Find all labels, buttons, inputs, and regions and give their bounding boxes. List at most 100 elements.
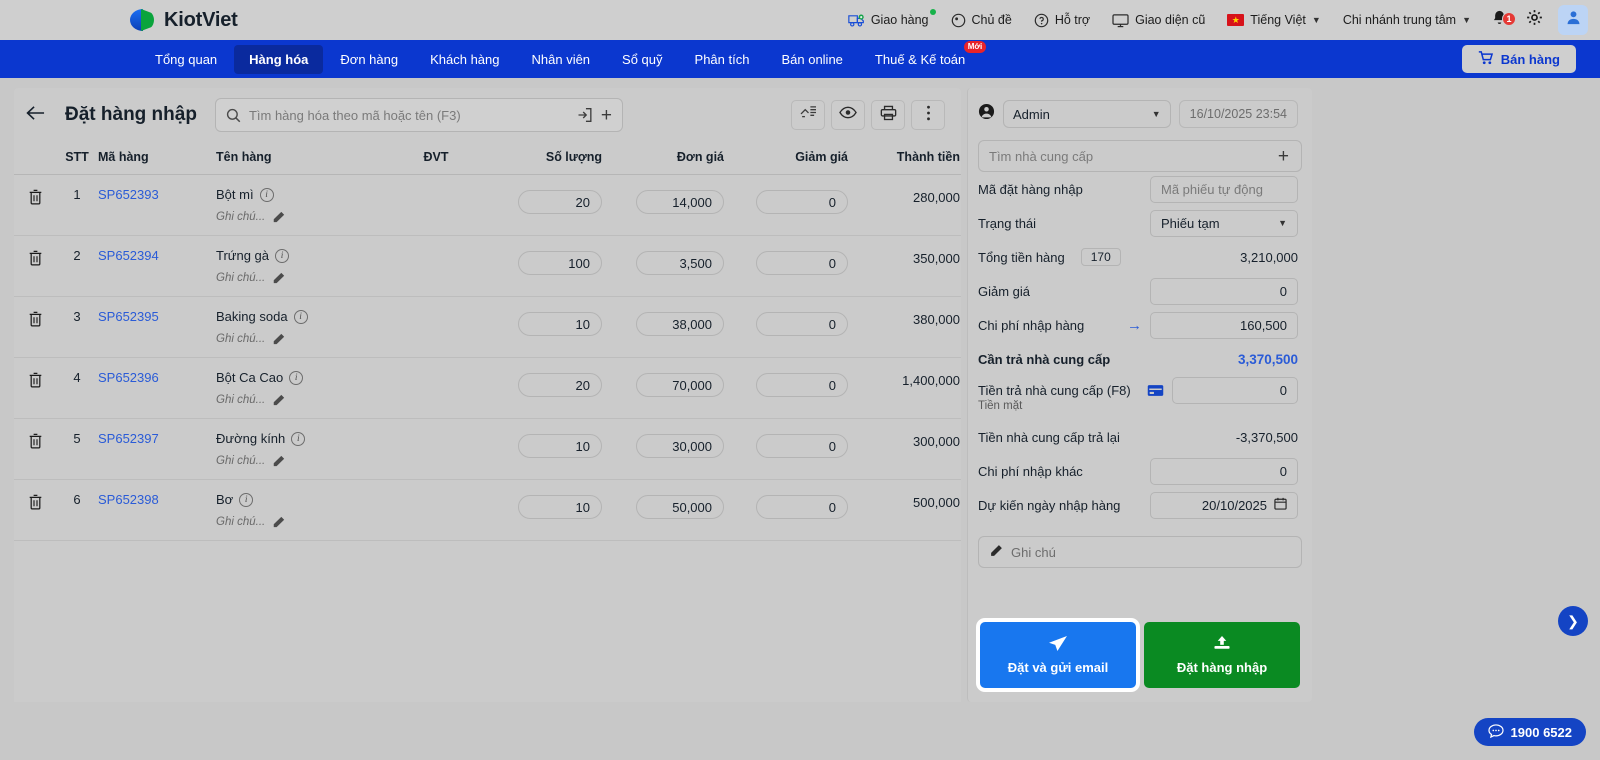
row-note[interactable]: Ghi chú... bbox=[216, 272, 266, 284]
price-input[interactable]: 70,000 bbox=[636, 373, 724, 397]
row-note[interactable]: Ghi chú... bbox=[216, 211, 266, 223]
quantity-input[interactable]: 20 bbox=[518, 190, 602, 214]
order-datetime[interactable]: 16/10/2025 23:54 bbox=[1178, 100, 1298, 128]
top-item-theme[interactable]: Chủ đề bbox=[940, 0, 1023, 40]
nav-item-khach-hang[interactable]: Khách hàng bbox=[415, 45, 514, 74]
price-input[interactable]: 14,000 bbox=[636, 190, 724, 214]
row-note[interactable]: Ghi chú... bbox=[216, 333, 266, 345]
row-note[interactable]: Ghi chú... bbox=[216, 394, 266, 406]
user-avatar-button[interactable] bbox=[1558, 5, 1588, 35]
discount-input[interactable]: 0 bbox=[1150, 277, 1298, 305]
pencil-icon[interactable] bbox=[273, 516, 285, 528]
discount-input[interactable]: 0 bbox=[756, 373, 848, 397]
import-file-icon[interactable] bbox=[577, 107, 593, 123]
trash-icon[interactable] bbox=[28, 250, 43, 266]
back-button[interactable] bbox=[18, 101, 53, 130]
more-options-button[interactable] bbox=[911, 100, 945, 130]
top-item-branch[interactable]: Chi nhánh trung tâm ▼ bbox=[1332, 0, 1482, 40]
product-code-link[interactable]: SP652394 bbox=[98, 248, 159, 263]
search-input[interactable] bbox=[248, 107, 569, 123]
print-button[interactable] bbox=[871, 100, 905, 130]
arrow-right-icon[interactable]: → bbox=[1127, 316, 1142, 334]
quantity-input[interactable]: 100 bbox=[518, 251, 602, 275]
pencil-icon[interactable] bbox=[273, 272, 285, 284]
discount-input[interactable]: 0 bbox=[756, 495, 848, 519]
trash-icon[interactable] bbox=[28, 311, 43, 327]
hotline-button[interactable]: 1900 6522 bbox=[1473, 718, 1586, 746]
credit-card-icon[interactable] bbox=[1147, 384, 1164, 397]
price-input[interactable]: 38,000 bbox=[636, 312, 724, 336]
price-input[interactable]: 3,500 bbox=[636, 251, 724, 275]
info-icon[interactable]: i bbox=[289, 370, 304, 385]
quantity-input[interactable]: 10 bbox=[518, 312, 602, 336]
add-supplier-icon[interactable]: + bbox=[1277, 145, 1289, 167]
price-input[interactable]: 30,000 bbox=[636, 434, 724, 458]
nav-item-nhan-vien[interactable]: Nhân viên bbox=[517, 45, 606, 74]
quantity-input[interactable]: 10 bbox=[518, 434, 602, 458]
calendar-icon[interactable] bbox=[1274, 497, 1287, 513]
order-and-email-button[interactable]: Đặt và gửi email bbox=[980, 622, 1136, 688]
import-fee-input[interactable]: 160,500 bbox=[1150, 311, 1298, 339]
nav-item-ban-online[interactable]: Bán online bbox=[766, 45, 857, 74]
row-code-cell: SP652396 bbox=[98, 357, 216, 419]
info-icon[interactable]: i bbox=[275, 248, 290, 263]
trash-icon[interactable] bbox=[28, 189, 43, 205]
top-item-support[interactable]: Hỗ trợ bbox=[1023, 0, 1101, 40]
nav-item-phan-tich[interactable]: Phân tích bbox=[680, 45, 765, 74]
product-code-link[interactable]: SP652398 bbox=[98, 492, 159, 507]
barcode-scan-button[interactable] bbox=[791, 100, 825, 130]
product-code-link[interactable]: SP652397 bbox=[98, 431, 159, 446]
sell-button[interactable]: Bán hàng bbox=[1461, 45, 1576, 73]
trash-icon[interactable] bbox=[28, 494, 43, 510]
row-note[interactable]: Ghi chú... bbox=[216, 516, 266, 528]
product-code-link[interactable]: SP652396 bbox=[98, 370, 159, 385]
add-product-icon[interactable]: + bbox=[600, 104, 612, 126]
discount-input[interactable]: 0 bbox=[756, 190, 848, 214]
info-icon[interactable]: i bbox=[259, 187, 274, 202]
paid-input[interactable]: 0 bbox=[1171, 376, 1298, 404]
user-select[interactable]: Admin ▼ bbox=[1003, 100, 1171, 128]
next-panel-button[interactable]: ❯ bbox=[1558, 606, 1588, 636]
status-select[interactable]: Phiếu tạm ▼ bbox=[1150, 209, 1298, 237]
nav-item-thue-ke-toan[interactable]: Thuế & Kế toán Mới bbox=[860, 40, 987, 74]
nav-item-so-quy[interactable]: Sổ quỹ bbox=[607, 45, 677, 74]
other-fee-input[interactable]: 0 bbox=[1150, 457, 1298, 485]
pencil-icon[interactable] bbox=[273, 394, 285, 406]
place-order-button[interactable]: Đặt hàng nhập bbox=[1144, 622, 1300, 688]
discount-input[interactable]: 0 bbox=[756, 312, 848, 336]
top-item-delivery[interactable]: Giao hàng bbox=[837, 0, 940, 40]
quantity-input[interactable]: 20 bbox=[518, 373, 602, 397]
info-icon[interactable]: i bbox=[291, 431, 306, 446]
price-input[interactable]: 50,000 bbox=[636, 495, 724, 519]
top-item-language[interactable]: ★ Tiếng Việt ▼ bbox=[1216, 0, 1332, 40]
quantity-input[interactable]: 10 bbox=[518, 495, 602, 519]
order-and-email-label: Đặt và gửi email bbox=[1007, 660, 1109, 675]
pencil-icon[interactable] bbox=[273, 333, 285, 345]
product-code-link[interactable]: SP652395 bbox=[98, 309, 159, 324]
trash-icon[interactable] bbox=[28, 372, 43, 388]
settings-button[interactable] bbox=[1517, 9, 1552, 31]
row-note[interactable]: Ghi chú... bbox=[216, 455, 266, 467]
notifications-button[interactable]: 1 bbox=[1482, 9, 1517, 32]
order-note-field[interactable]: Ghi chú bbox=[978, 536, 1302, 568]
top-item-old-ui[interactable]: Giao diện cũ bbox=[1101, 0, 1216, 40]
discount-input[interactable]: 0 bbox=[756, 434, 848, 458]
discount-input[interactable]: 0 bbox=[756, 251, 848, 275]
brand-logo[interactable]: KiotViet bbox=[130, 7, 238, 33]
product-search-box[interactable]: + bbox=[214, 98, 623, 132]
trash-icon[interactable] bbox=[28, 433, 43, 449]
supplier-search-box[interactable]: + bbox=[978, 140, 1302, 172]
info-icon[interactable]: i bbox=[293, 309, 308, 324]
supplier-input[interactable] bbox=[989, 148, 1270, 164]
nav-item-tong-quan[interactable]: Tổng quan bbox=[140, 45, 232, 74]
preview-button[interactable] bbox=[831, 100, 865, 130]
nav-item-hang-hoa[interactable]: Hàng hóa bbox=[234, 44, 324, 74]
nav-item-don-hang[interactable]: Đơn hàng bbox=[325, 45, 413, 74]
product-code-link[interactable]: SP652393 bbox=[98, 187, 159, 202]
info-icon[interactable]: i bbox=[239, 492, 254, 507]
col-discount: Giảm giá bbox=[744, 144, 862, 175]
order-code-input[interactable]: Mã phiếu tự động bbox=[1150, 175, 1298, 203]
expected-date-input[interactable]: 20/10/2025 bbox=[1150, 491, 1298, 519]
pencil-icon[interactable] bbox=[273, 455, 285, 467]
pencil-icon[interactable] bbox=[273, 211, 285, 223]
